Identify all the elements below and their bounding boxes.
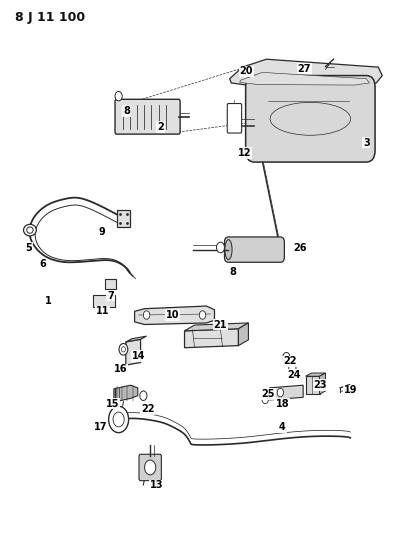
Circle shape (277, 389, 284, 397)
Text: 19: 19 (343, 385, 357, 395)
Polygon shape (134, 306, 215, 325)
Polygon shape (185, 329, 239, 348)
Polygon shape (320, 373, 326, 394)
Polygon shape (114, 385, 138, 402)
Text: 15: 15 (106, 399, 119, 409)
Text: 22: 22 (283, 357, 296, 367)
Circle shape (119, 343, 128, 355)
Ellipse shape (225, 240, 232, 260)
Text: 13: 13 (150, 480, 163, 490)
Circle shape (289, 364, 296, 373)
Text: 8: 8 (123, 106, 130, 116)
Text: 7: 7 (107, 290, 114, 301)
Text: 9: 9 (98, 227, 105, 237)
Text: 1: 1 (45, 296, 52, 306)
Text: 18: 18 (275, 399, 289, 409)
FancyBboxPatch shape (105, 279, 116, 289)
Circle shape (283, 352, 290, 362)
Text: 8: 8 (229, 267, 236, 277)
Text: 14: 14 (132, 351, 145, 361)
FancyBboxPatch shape (139, 454, 161, 481)
Text: 4: 4 (279, 422, 286, 432)
Ellipse shape (23, 224, 36, 236)
Circle shape (109, 406, 129, 433)
Circle shape (199, 311, 206, 319)
Text: 22: 22 (141, 404, 155, 414)
Circle shape (140, 391, 147, 400)
Circle shape (113, 412, 124, 427)
Ellipse shape (270, 102, 351, 135)
Circle shape (262, 395, 269, 403)
Text: 24: 24 (288, 369, 301, 379)
Polygon shape (270, 385, 303, 400)
Text: 26: 26 (294, 243, 307, 253)
FancyBboxPatch shape (115, 99, 180, 134)
Text: 16: 16 (114, 365, 127, 374)
Text: 10: 10 (166, 310, 179, 320)
Circle shape (115, 91, 122, 101)
Text: 2: 2 (157, 122, 164, 132)
Text: 27: 27 (298, 64, 311, 74)
Text: 8 J 11 100: 8 J 11 100 (15, 11, 85, 24)
Polygon shape (305, 373, 326, 376)
Text: 11: 11 (96, 306, 109, 316)
Polygon shape (239, 323, 248, 345)
FancyBboxPatch shape (117, 210, 130, 227)
Circle shape (122, 346, 126, 352)
Circle shape (145, 460, 156, 475)
Circle shape (217, 242, 224, 253)
Text: 5: 5 (26, 243, 32, 253)
Polygon shape (185, 323, 248, 331)
FancyBboxPatch shape (93, 295, 115, 306)
FancyBboxPatch shape (224, 237, 284, 262)
Polygon shape (230, 59, 382, 86)
Text: 6: 6 (39, 259, 46, 269)
Text: 23: 23 (313, 380, 327, 390)
Text: 3: 3 (363, 138, 370, 148)
Text: 25: 25 (262, 389, 275, 399)
Ellipse shape (27, 227, 33, 233)
Text: 20: 20 (240, 66, 253, 76)
Text: 12: 12 (238, 148, 251, 158)
Polygon shape (240, 72, 369, 85)
Text: 17: 17 (94, 422, 107, 432)
Polygon shape (126, 336, 147, 342)
Circle shape (143, 311, 150, 319)
Polygon shape (305, 376, 320, 394)
FancyBboxPatch shape (227, 103, 242, 133)
Text: 21: 21 (214, 319, 227, 329)
FancyBboxPatch shape (246, 76, 375, 162)
Polygon shape (126, 340, 141, 365)
